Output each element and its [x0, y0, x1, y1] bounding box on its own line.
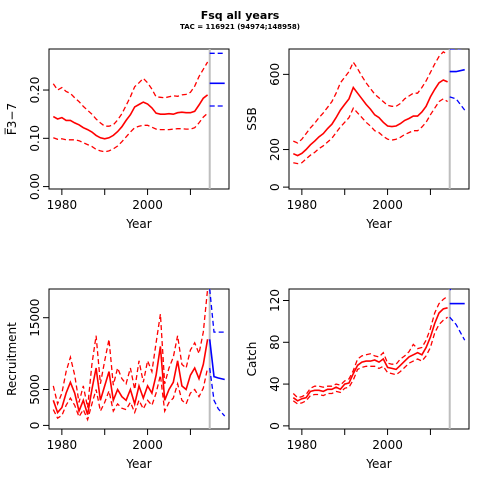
recruitment-y-tick-label: 0 — [28, 422, 42, 430]
recruitment-forecast-line — [208, 339, 225, 381]
catch-forecast-lower-line — [449, 316, 466, 341]
ssb-y-tick-label: 200 — [268, 138, 282, 161]
catch-x-tick-label: 1980 — [287, 438, 318, 452]
fbar-estimate-line — [52, 94, 209, 140]
recruitment-y-axis-label: Recruitment — [5, 322, 19, 396]
catch-upper-ci-line — [292, 295, 448, 399]
recruitment-x-axis-label: Year — [125, 457, 151, 471]
fbar-plot-area — [52, 49, 225, 189]
fbar-x-tick-label: 1980 — [47, 198, 78, 212]
fbar-y-tick-label: 0.00 — [28, 173, 42, 200]
ssb-forecast-lower-line — [449, 96, 466, 111]
catch-x-axis-label: Year — [365, 457, 391, 471]
catch-panel: 1980 2000 Year 0 40 80 120 Catch — [245, 288, 470, 471]
ssb-x-tick-label: 1980 — [287, 198, 318, 212]
ssb-y-tick-label: 0 — [268, 183, 282, 191]
fbar-lower-ci-line — [53, 112, 209, 153]
chart-subtitle: TAC = 116921 (94974;148958) — [180, 23, 300, 31]
ssb-lower-ci-line — [293, 98, 448, 165]
catch-y-axis-label: Catch — [245, 342, 259, 377]
catch-x-tick-label: 2000 — [372, 438, 403, 452]
ssb-upper-ci-line — [293, 50, 448, 144]
recruitment-upper-ci-line — [52, 289, 209, 408]
fbar-x-axis-label: Year — [125, 217, 151, 231]
catch-lower-ci-line — [292, 316, 448, 405]
catch-y-tick-label: 120 — [268, 289, 282, 312]
ssb-estimate-line — [292, 79, 448, 157]
ssb-plot-area — [292, 49, 466, 189]
catch-plot-frame — [288, 288, 470, 430]
catch-plot-area — [292, 289, 466, 429]
recruitment-plot-area — [52, 289, 226, 429]
recruitment-y-tick-label: 5000 — [28, 374, 42, 405]
ssb-forecast-line — [449, 68, 465, 73]
recruitment-x-tick-label: 2000 — [132, 438, 163, 452]
recruitment-forecast-lower-line — [209, 367, 226, 417]
fbar-y-tick-label: 0.10 — [28, 125, 42, 152]
recruitment-plot-frame — [48, 288, 230, 430]
recruitment-forecast-upper-line — [209, 289, 225, 333]
recruitment-estimate-line — [52, 339, 209, 415]
chart-title: Fsq all years — [200, 9, 280, 22]
fbar-panel: 1980 2000 Year 0.00 0.10 0.20 F̅3−7 — [4, 48, 230, 231]
fbar-x-tick-label: 2000 — [132, 198, 163, 212]
ssb-y-axis-label: SSB — [245, 107, 259, 130]
recruitment-lower-ci-line — [52, 367, 209, 422]
catch-y-tick-label: 40 — [268, 376, 282, 391]
ssb-x-tick-label: 2000 — [372, 198, 403, 212]
ssb-x-axis-label: Year — [365, 217, 391, 231]
ssb-plot-frame — [288, 48, 470, 190]
ssb-y-tick-label: 600 — [268, 63, 282, 86]
catch-y-tick-label: 80 — [268, 335, 282, 350]
catch-estimate-line — [292, 307, 448, 402]
catch-y-tick-label: 0 — [268, 422, 282, 430]
ssb-panel: 1980 2000 Year 0 200 600 SSB — [245, 48, 470, 231]
recruitment-x-tick-label: 1980 — [47, 438, 78, 452]
recruitment-y-tick-label: 15000 — [28, 299, 42, 337]
fbar-upper-ci-line — [52, 61, 209, 127]
fbar-y-axis-label: F̅3−7 — [4, 103, 19, 135]
recruitment-panel: 1980 2000 Year 0 5000 15000 Recruitment — [5, 288, 230, 471]
fbar-plot-frame — [48, 48, 230, 190]
fbar-y-tick-label: 0.20 — [28, 77, 42, 104]
